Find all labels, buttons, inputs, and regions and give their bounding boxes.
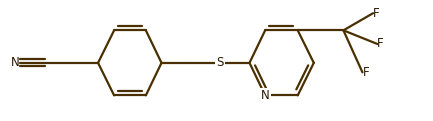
Text: N: N (261, 89, 269, 102)
Text: F: F (362, 66, 369, 79)
Text: F: F (377, 37, 384, 50)
Text: N: N (11, 56, 20, 69)
Text: S: S (216, 56, 223, 69)
Text: F: F (373, 7, 380, 20)
